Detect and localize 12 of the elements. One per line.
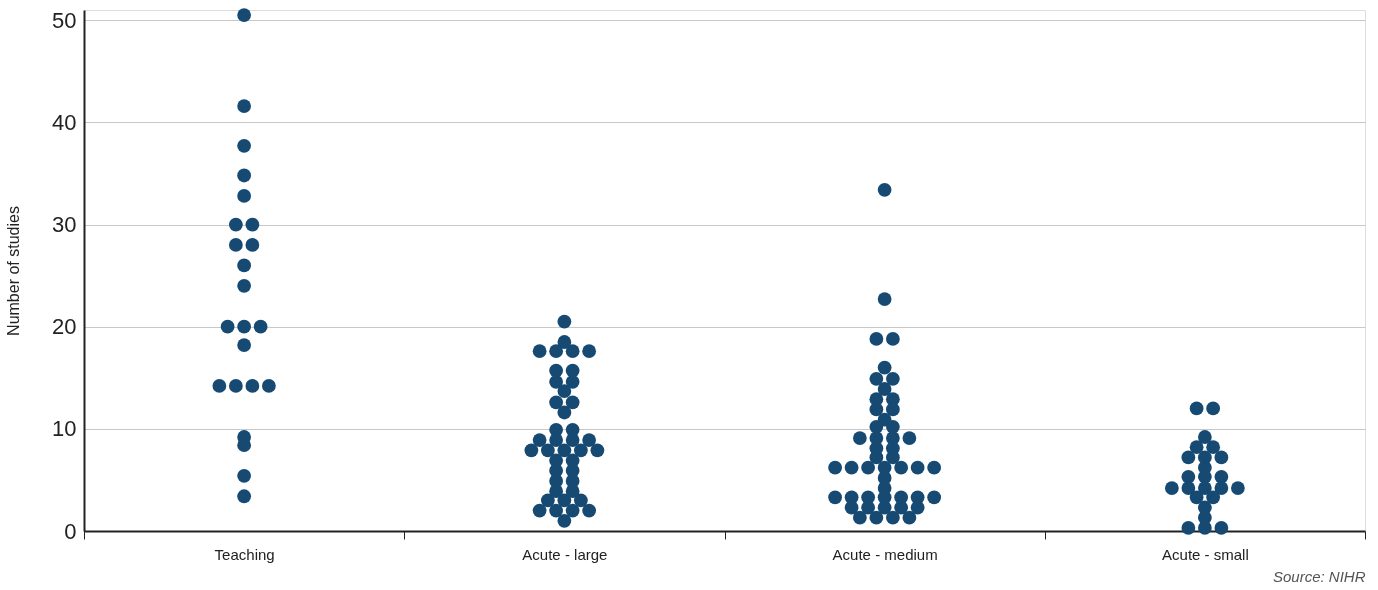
x-tick-label: Teaching xyxy=(214,545,275,563)
y-tick-label: 10 xyxy=(52,416,77,442)
y-tick-label: 30 xyxy=(52,212,77,238)
source-note: Source: NIHR xyxy=(1272,568,1366,585)
y-tick-label: 20 xyxy=(52,314,77,340)
y-axis-title: Number of studies xyxy=(5,206,23,336)
x-tick-label: Acute - medium xyxy=(832,545,938,563)
y-tick-label: 0 xyxy=(64,518,77,544)
y-tick-label: 50 xyxy=(52,7,77,33)
y-tick-label: 40 xyxy=(52,109,77,135)
x-tick-label: Acute - small xyxy=(1162,545,1249,563)
x-tick-label: Acute - large xyxy=(522,545,608,563)
